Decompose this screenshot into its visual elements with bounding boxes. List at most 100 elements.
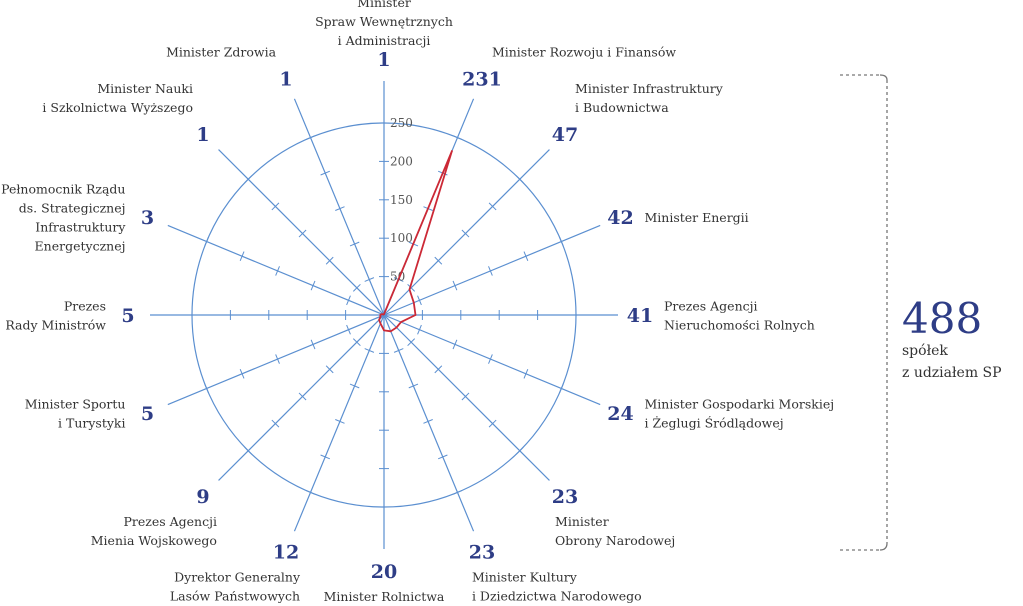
axis-tick [423,419,433,424]
axis-tick [407,283,416,292]
axis-spoke [383,314,550,481]
category-label: i Żeglugi Śródlądowej [645,414,784,430]
axis-tick [523,368,529,379]
data-point [383,329,385,332]
axis-tick [515,175,524,184]
axis-spoke [167,314,385,406]
axis-tick [325,365,334,374]
category-label: Minister Nauki [97,81,193,96]
value-label: 1 [279,68,292,90]
axis-tick [393,348,404,353]
axis-tick [325,256,334,265]
axis-tick [320,170,331,176]
data-point [414,314,417,316]
axis-tick [515,446,524,455]
category-label: i Dziedzictwa Narodowego [472,589,642,604]
radar-series [378,150,453,333]
axis-spoke [383,224,601,316]
axis-tick [349,241,360,247]
value-label: 42 [607,207,633,229]
data-point [381,313,383,315]
value-label: 47 [552,124,578,146]
category-label: Minister Kultury [472,570,578,585]
category-label: Lasów Państwowych [170,589,300,604]
category-label: Minister Rolnictwa [324,589,445,604]
axis-tick [417,295,422,306]
axis-tick [271,419,280,428]
data-point [451,150,453,152]
axis-tick [364,348,375,353]
axis-spoke [383,149,550,316]
axis-tick [364,277,375,282]
axis-tick [352,283,361,292]
category-label: Prezes Agencji [123,514,217,529]
axis-tick [298,392,307,401]
axis-tick [559,236,564,247]
radial-tick-label: 150 [390,193,413,207]
category-label: Mienia Wojskowego [91,533,217,548]
total-summary: 488 spółek z udziałem SP [902,298,1002,384]
axis-tick [437,454,448,460]
radar-grid [150,81,618,549]
axis-tick [305,490,316,495]
total-count: 488 [902,294,983,343]
axis-tick [244,175,253,184]
axis-tick [244,446,253,455]
axis-tick [204,383,209,394]
category-label: Minister Zdrowia [166,44,277,59]
value-label: 41 [627,305,653,327]
axis-tick [275,266,280,276]
total-caption-line2: z udziałem SP [902,365,1002,381]
data-point [413,301,415,304]
axis-tick [335,206,345,211]
axis-tick [559,383,564,394]
axis-tick [488,419,497,428]
value-label: 231 [462,68,502,90]
axis-tick [461,229,470,238]
value-label: 23 [469,542,495,564]
axis-tick [488,354,493,364]
data-point [389,330,392,333]
category-labels: 1 Minister Spraw Wewnętrznych i Administrac… [1,0,834,604]
axis-tick [488,202,497,211]
value-label: 5 [121,305,134,327]
axis-tick [239,368,245,379]
axis-tick [310,280,316,291]
axis-tick [298,229,307,238]
value-label: 1 [196,124,209,146]
category-label: Minister Infrastruktury [575,81,724,96]
radial-tick-label: 100 [390,231,413,245]
axis-tick [452,490,463,495]
data-point [379,314,381,316]
value-label: 5 [141,403,154,425]
axis-spoke [218,149,385,316]
category-label: Dyrektor Generalny [174,570,301,585]
axis-tick [335,419,345,424]
data-point [379,315,382,318]
category-label: Minister Sportu [25,396,126,411]
axis-spoke [218,314,385,481]
category-label: Obrony Narodowej [555,533,675,548]
value-label: 3 [141,207,154,229]
axis-tick [346,324,351,335]
data-point [379,322,382,325]
category-label: Energetycznej [35,239,126,254]
axis-tick [349,383,360,389]
data-point [378,319,380,321]
axis-tick [417,324,422,335]
axis-tick [239,251,245,262]
data-point [408,288,411,291]
value-label: 24 [607,403,633,425]
axis-spoke [293,98,385,316]
category-label: Infrastruktury [35,220,126,235]
axis-tick [523,251,529,262]
value-label: 9 [196,486,209,508]
category-label: i Budownictwa [575,100,669,115]
category-label: Spraw Wewnętrznych [315,14,453,29]
axis-spoke [293,314,385,532]
axis-tick [271,202,280,211]
axis-tick [407,338,416,347]
axis-tick [275,354,280,364]
category-label: Pełnomocnik Rządu [1,182,125,197]
category-label: Minister Rozwoju i Finansów [492,44,676,59]
